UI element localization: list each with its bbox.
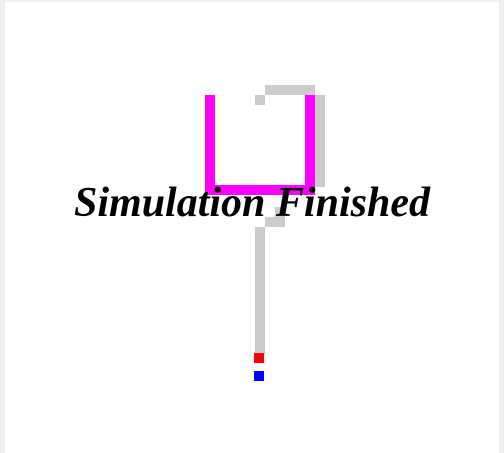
- simulation-board: Simulation Finished: [5, 2, 499, 453]
- trail-segment: [265, 85, 315, 95]
- trail-cell: [255, 95, 265, 105]
- simulation-finished-message: Simulation Finished: [74, 180, 430, 226]
- magenta-path-segment: [205, 185, 305, 195]
- magenta-path-segment: [305, 95, 315, 195]
- red-square: [254, 353, 264, 363]
- trail-segment: [255, 227, 265, 355]
- magenta-path-segment: [205, 95, 215, 192]
- trail-cell: [265, 217, 275, 227]
- blue-square: [254, 371, 264, 381]
- trail-segment: [275, 207, 285, 227]
- trail-segment: [315, 95, 325, 187]
